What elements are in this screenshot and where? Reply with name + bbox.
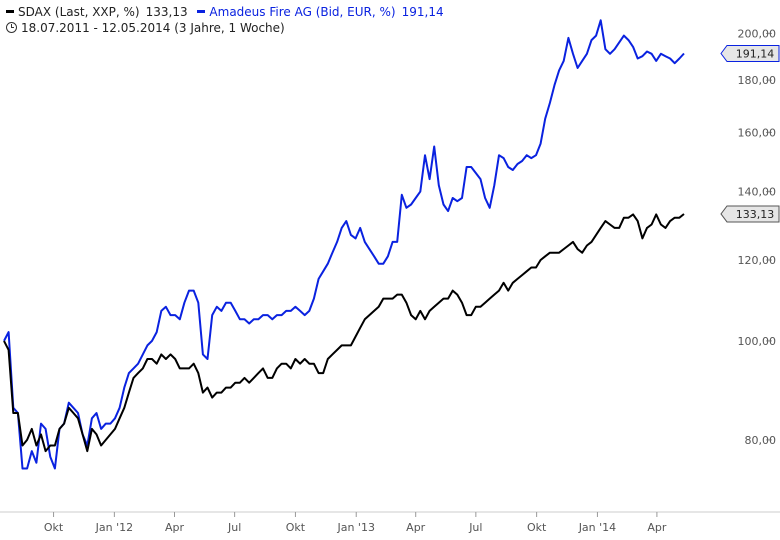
- chart-legend: SDAX (Last, XXP, %) 133,13 Amadeus Fire A…: [6, 4, 450, 20]
- x-tick-label: Jul: [468, 521, 482, 534]
- clock-icon: [6, 22, 17, 33]
- y-tick-label: 140,00: [738, 186, 777, 199]
- x-tick-label: Okt: [44, 521, 64, 534]
- x-tick-label: Okt: [527, 521, 547, 534]
- x-tick-label: Apr: [406, 521, 426, 534]
- time-period: 18.07.2011 - 12.05.2014 (3 Jahre, 1 Woch…: [6, 20, 285, 36]
- y-tick-label: 80,00: [745, 434, 777, 447]
- legend-label-sdax: SDAX (Last, XXP, %): [18, 5, 140, 19]
- y-tick-label: 100,00: [738, 335, 777, 348]
- sdax-last-value-label: 133,13: [736, 208, 775, 221]
- amadeus-last-value-label: 191,14: [736, 48, 775, 61]
- y-tick-label: 180,00: [738, 74, 777, 87]
- x-tick-label: Jan '12: [95, 521, 133, 534]
- sdax-last-value-flag: [720, 205, 780, 223]
- legend-item-amadeus[interactable]: Amadeus Fire AG (Bid, EUR, %) 191,14: [197, 4, 444, 20]
- legend-label-amadeus: Amadeus Fire AG (Bid, EUR, %): [209, 5, 396, 19]
- x-tick-label: Jan '14: [578, 521, 616, 534]
- x-tick-label: Jan '13: [336, 521, 374, 534]
- y-tick-label: 120,00: [738, 254, 777, 267]
- x-tick-label: Apr: [165, 521, 185, 534]
- y-tick-label: 200,00: [738, 27, 777, 40]
- amadeus-series-line: [3, 19, 685, 470]
- y-tick-label: 160,00: [738, 126, 777, 139]
- amadeus-last-value-flag: [720, 45, 780, 63]
- x-tick-label: Apr: [647, 521, 667, 534]
- legend-item-sdax[interactable]: SDAX (Last, XXP, %) 133,13: [6, 4, 188, 20]
- legend-value-amadeus: 191,14: [401, 5, 444, 19]
- x-tick-label: Jul: [227, 521, 241, 534]
- legend-value-sdax: 133,13: [145, 5, 188, 19]
- legend-swatch-amadeus: [197, 10, 206, 13]
- period-label: 18.07.2011 - 12.05.2014 (3 Jahre, 1 Woch…: [21, 21, 285, 35]
- x-tick-label: Okt: [286, 521, 306, 534]
- sdax-series-line: [3, 213, 685, 453]
- legend-swatch-sdax: [6, 10, 14, 13]
